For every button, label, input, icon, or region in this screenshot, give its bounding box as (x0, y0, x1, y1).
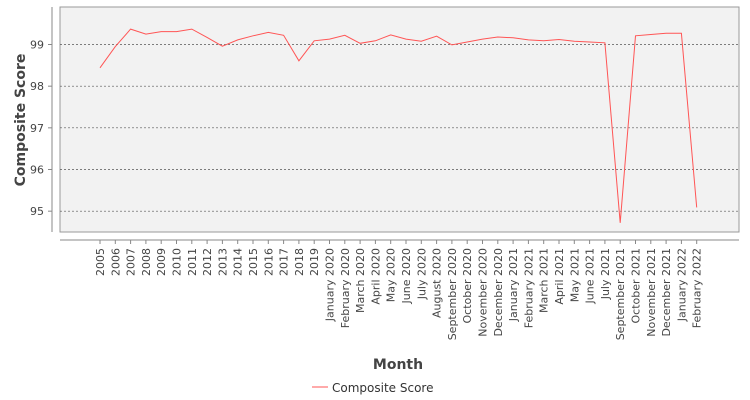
plot-area (59, 6, 740, 233)
x-tick-label-34: September 2021 (614, 248, 627, 340)
x-tick-label-37: December 2021 (660, 248, 673, 337)
x-tick-label-8: 2013 (216, 248, 229, 276)
x-tick-label-24: October 2020 (461, 248, 474, 324)
x-tick-label-38: January 2022 (675, 248, 688, 322)
x-tick-label-9: 2014 (232, 248, 245, 276)
x-tick-label-5: 2010 (171, 248, 184, 276)
x-tick-label-0: 2005 (94, 248, 107, 276)
x-tick-label-36: November 2021 (645, 248, 658, 337)
legend: Composite Score (312, 381, 433, 395)
y-tick-label-98: 98 (30, 80, 44, 93)
x-tick-label-16: February 2020 (339, 248, 352, 328)
legend-label: Composite Score (332, 381, 433, 395)
x-tick-label-39: February 2022 (691, 248, 704, 328)
x-tick-label-6: 2011 (186, 248, 199, 276)
x-tick-label-3: 2008 (140, 248, 153, 276)
x-tick-label-31: May 2021 (568, 248, 581, 302)
x-tick-label-23: September 2020 (446, 248, 459, 340)
y-tick-label-99: 99 (30, 39, 44, 52)
x-tick-label-12: 2017 (278, 248, 291, 276)
x-tick-label-4: 2009 (155, 248, 168, 276)
x-tick-label-18: April 2020 (369, 248, 382, 305)
series-line-composite-score (99, 28, 698, 223)
x-tick-label-25: November 2020 (477, 248, 490, 337)
x-tick-label-21: July 2020 (415, 248, 428, 300)
y-tick-label-96: 96 (30, 164, 44, 177)
x-tick-label-7: 2012 (201, 248, 214, 276)
x-tick-label-26: December 2020 (492, 248, 505, 337)
x-tick-label-17: March 2020 (354, 248, 367, 313)
x-tick-label-33: July 2021 (599, 248, 612, 300)
x-tick-label-35: October 2021 (630, 248, 643, 324)
x-tick-label-13: 2018 (293, 248, 306, 276)
x-tick-label-2: 2007 (125, 248, 138, 276)
y-axis-ticks: 95 96 97 98 99 (30, 39, 52, 218)
x-tick-label-22: August 2020 (431, 248, 444, 318)
x-tick-label-1: 2006 (109, 248, 122, 276)
gridlines (60, 44, 739, 212)
x-tick-label-27: January 2021 (507, 248, 520, 322)
x-tick-label-30: April 2021 (553, 248, 566, 305)
y-tick-label-97: 97 (30, 122, 44, 135)
y-axis-title: Composite Score (13, 54, 29, 187)
x-tick-label-10: 2015 (247, 248, 260, 276)
x-axis-title: Month (373, 357, 423, 373)
x-tick-label-20: June 2020 (400, 248, 413, 304)
x-tick-label-14: 2019 (308, 248, 321, 276)
x-tick-label-19: May 2020 (385, 248, 398, 302)
x-tick-label-11: 2016 (262, 248, 275, 276)
x-axis-ticks: 2005 2006 2007 2008 2009 2010 2011 2012 2013 2014… (94, 240, 704, 340)
x-tick-label-15: January 2020 (324, 248, 337, 322)
x-tick-label-28: February 2021 (522, 248, 535, 328)
y-tick-label-95: 95 (30, 205, 44, 218)
x-tick-label-32: June 2021 (584, 248, 597, 304)
x-tick-label-29: March 2021 (538, 248, 551, 313)
